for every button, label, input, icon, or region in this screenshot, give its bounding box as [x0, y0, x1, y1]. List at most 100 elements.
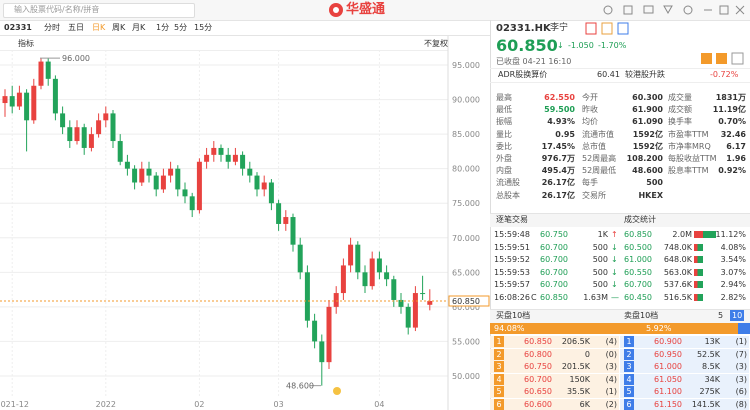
stat-label: 市净率MRQ [668, 141, 711, 151]
candle-body [405, 306, 411, 328]
candle-body [232, 154, 238, 162]
stat-value: 61.900 [632, 105, 663, 115]
deal-price: 60.850 [624, 230, 652, 239]
candle-body [31, 85, 37, 121]
tab[interactable]: 分时 [44, 23, 60, 32]
book-price: 61.000 [654, 362, 682, 371]
tab[interactable]: 5分 [174, 23, 188, 32]
indicator-button[interactable]: 指标 [18, 39, 34, 48]
candle-body [225, 154, 231, 162]
tab[interactable]: 日K [92, 23, 106, 32]
tab[interactable]: 周K [112, 23, 126, 32]
stat-label: 市盈率TTM [668, 129, 709, 139]
deal-bar [694, 268, 703, 276]
stat-label: 股息率TTM [668, 166, 709, 176]
level-5[interactable]: 5 [718, 311, 724, 320]
trade-volume: 1K [597, 230, 608, 239]
quick-actions[interactable] [585, 22, 635, 36]
stat-label: 交易所 [582, 190, 606, 200]
deal-pct: 4.08% [720, 242, 746, 252]
y-tick-label: 90.000 [452, 96, 480, 105]
tab[interactable]: 五日 [68, 23, 84, 32]
trade-volume: 500 [592, 242, 608, 252]
book-level: 6 [624, 398, 634, 410]
window-controls[interactable] [600, 3, 750, 17]
buy-ratio: 94.08% [490, 323, 738, 334]
book-price: 60.650 [524, 387, 552, 396]
candle-body [74, 127, 80, 142]
candle-body [45, 61, 51, 79]
trade-price: 60.850 [540, 292, 568, 302]
stat-value: 0.95 [555, 129, 575, 139]
deal-volume: 563.0K [663, 267, 692, 277]
order-book-header [490, 309, 750, 323]
tab[interactable]: 15分 [194, 23, 213, 32]
stat-label: 总股本 [496, 190, 520, 200]
deal-price: 61.000 [624, 255, 652, 264]
book-price: 60.950 [654, 349, 682, 359]
deal-pct: 11.12% [715, 230, 746, 239]
candle-body [297, 244, 303, 273]
candle-body [290, 217, 296, 245]
book-volume: 13K [704, 337, 720, 346]
search-box[interactable] [3, 3, 195, 18]
tab[interactable]: 1分 [156, 23, 170, 32]
panel-header [490, 213, 750, 227]
book-price: 61.050 [654, 374, 682, 384]
book-count: (3) [605, 362, 617, 371]
y-tick-label: 70.000 [452, 234, 480, 243]
deal-bar [694, 256, 703, 263]
stat-value: 4.93% [547, 117, 575, 127]
deal-pct: 2.82% [720, 292, 746, 302]
book-volume: 275K [699, 387, 720, 396]
level-10[interactable]: 10 [730, 310, 745, 321]
book-volume: 35.5K [566, 387, 590, 396]
stat-value: 26.17亿 [541, 178, 575, 188]
book-count: (3) [735, 374, 747, 384]
book-row-bg [620, 336, 749, 348]
adr-row [490, 68, 750, 83]
book-volume: 141.5K [691, 399, 720, 409]
candle-body [391, 279, 397, 300]
stat-value: 0.70% [718, 117, 746, 127]
book-level: 1 [624, 336, 634, 347]
candle-body [369, 258, 375, 287]
candle-body [88, 134, 94, 148]
sell-ratio: 5.92% [646, 324, 672, 333]
candle-body [175, 168, 181, 190]
trade-price: 60.700 [540, 242, 568, 252]
trade-flag: C [531, 292, 537, 302]
candle-body [189, 196, 195, 211]
deal-volume: 648.0K [663, 255, 692, 264]
candle-body [319, 341, 325, 363]
arrow-down: ↓ [557, 41, 564, 50]
book-row-bg [490, 386, 619, 398]
book-level: 5 [494, 386, 504, 397]
trade-time: 15:59:53 [494, 267, 530, 277]
book-volume: 34K [704, 374, 720, 384]
tab[interactable]: 月K [132, 23, 146, 32]
candle-body [362, 272, 368, 287]
last-price-label: 60.850 [452, 297, 480, 306]
trade-price: 60.700 [540, 255, 568, 264]
candle-body [110, 113, 116, 142]
y-tick-label: 55.000 [452, 337, 480, 346]
sell-ratio-bar [738, 323, 750, 334]
book-row-bg [620, 348, 749, 361]
candle-body [2, 96, 8, 104]
book-volume: 150K [569, 374, 590, 384]
book-price: 60.900 [654, 337, 682, 346]
candle-body [60, 113, 66, 128]
deal-price: 60.500 [624, 242, 652, 252]
stat-label: 每手 [582, 178, 598, 188]
book-count: (4) [605, 337, 617, 346]
book-level: 2 [494, 348, 504, 360]
diff-value: -0.72% [710, 70, 739, 79]
candle-body [340, 265, 346, 294]
book-level: 1 [494, 336, 504, 347]
stat-value: 6.17 [726, 141, 746, 151]
stat-value: 62.550 [544, 93, 575, 102]
trade-buttons[interactable] [700, 52, 748, 66]
adjust-button[interactable]: 不复权 [424, 39, 448, 48]
